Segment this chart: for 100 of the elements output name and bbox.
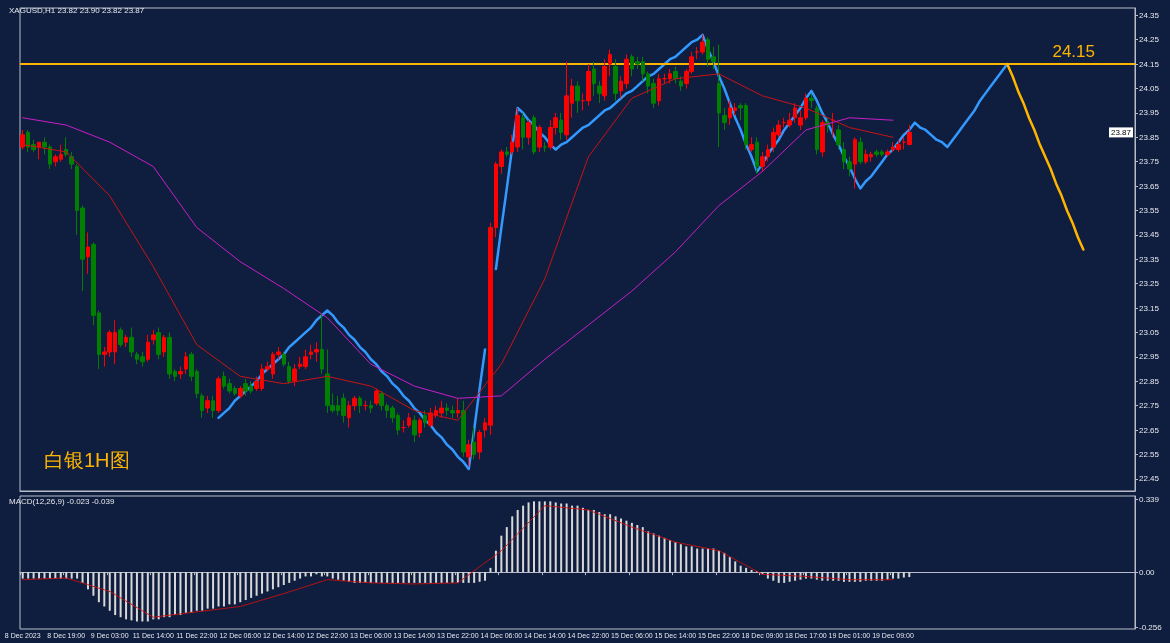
candlestick [575,80,580,114]
bar [299,572,302,579]
y-tick-label: 23.85 [1139,132,1160,142]
bar [728,557,731,573]
candlestick [129,327,134,358]
bar [255,572,258,596]
candlestick [124,334,128,348]
candlestick [815,105,819,155]
bar [337,572,340,580]
bar [543,501,546,573]
bar [114,572,117,616]
bar [81,572,84,583]
candlestick [521,112,525,150]
bar [734,561,737,573]
bar [603,514,606,573]
candlestick [156,327,161,360]
bar [853,572,856,582]
candlestick [200,392,204,419]
bar [348,572,351,582]
bar [103,572,106,607]
bar [108,572,111,611]
candlestick [679,75,683,92]
y-tick-label: 23.15 [1139,303,1160,313]
candlestick [755,136,759,175]
candlestick [216,375,221,414]
bar [750,570,753,573]
bar [859,572,862,582]
bar [146,572,149,622]
bar [717,550,720,573]
bar [135,572,138,622]
candlestick [831,112,835,138]
y-tick-label: 23.05 [1139,327,1160,337]
bar [233,572,236,605]
chart-title: MACD(12,26,9) -0.023 -0.039 [9,496,115,506]
bar [620,518,623,573]
candlestick [559,112,563,141]
bar [418,572,421,583]
bar [168,572,171,618]
candlestick [472,427,476,460]
candlestick [146,334,150,363]
bar [212,572,215,609]
bar [587,509,590,573]
candlestick [505,146,509,158]
y-tick-label: 23.75 [1139,157,1160,167]
candlestick [151,329,156,346]
bar [652,533,655,573]
bar [658,535,661,573]
candlestick [358,395,362,414]
bar [592,509,595,573]
candlestick [37,141,41,160]
bar [565,503,568,573]
bar [364,572,367,583]
candlestick [20,129,25,150]
bar [571,505,574,573]
bar [266,572,269,592]
bar [386,572,389,583]
bar [250,572,253,598]
candlestick [86,231,90,275]
y-tick-label: 23.45 [1139,230,1160,240]
candlestick [369,400,373,414]
bar [201,572,204,611]
candlestick [853,136,857,190]
y-tick-label: 23.95 [1139,108,1160,118]
bar [484,572,487,581]
bar [331,572,334,579]
candlestick [885,148,890,158]
line-series [22,117,894,399]
candlestick [787,112,792,129]
y-tick-label: 22.55 [1139,449,1160,459]
bar [157,572,160,620]
bar [451,572,454,583]
bar [184,572,187,613]
bar [228,572,231,605]
candlestick [184,351,188,375]
candlestick [320,312,324,375]
bar [174,572,177,616]
candlestick [238,385,243,399]
candlestick [700,34,705,55]
candlestick [613,58,618,102]
bar [902,572,905,578]
bar [674,542,677,573]
bar [261,572,264,594]
candlestick [602,58,607,102]
bar [190,572,193,613]
bar [315,572,318,575]
bar [288,572,291,583]
candlestick [282,351,286,368]
candlestick [461,400,466,458]
bar [723,552,726,573]
bar [244,572,247,601]
candlestick [162,334,166,358]
bar [70,572,73,579]
bar [27,572,30,579]
candlestick [466,439,471,468]
candlestick [586,63,591,107]
bar [435,572,438,583]
bar [239,572,242,603]
y-tick-label: 22.65 [1139,425,1160,435]
bar [440,572,443,583]
bar [397,572,400,583]
